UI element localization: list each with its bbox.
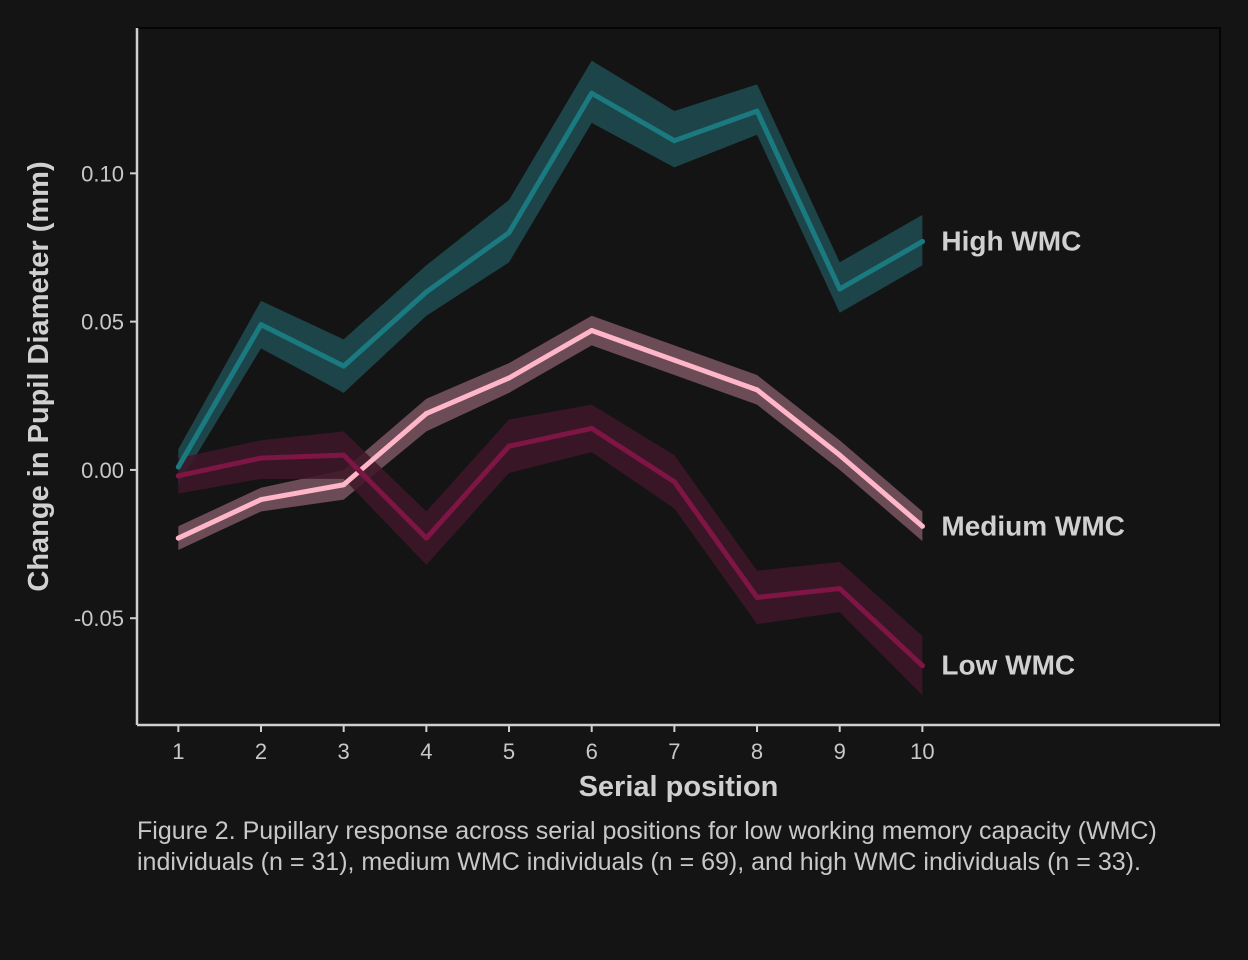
low-wmc-point [671, 479, 677, 485]
medium-wmc-point [589, 328, 595, 334]
high-wmc-band [178, 60, 923, 485]
high-wmc-point [423, 289, 429, 295]
medium-wmc-label: Medium WMC [941, 510, 1125, 541]
high-wmc-point [671, 138, 677, 144]
low-wmc-point [258, 455, 264, 461]
low-wmc-line [175, 425, 925, 669]
low-wmc-point [506, 443, 512, 449]
medium-wmc-line [175, 328, 925, 541]
medium-wmc-band [178, 315, 923, 551]
low-wmc-point [341, 452, 347, 458]
x-tick-label: 10 [910, 739, 934, 764]
x-axis-title: Serial position [579, 771, 779, 803]
low-wmc-point [589, 425, 595, 431]
medium-wmc-point [754, 387, 760, 393]
medium-wmc-point [837, 452, 843, 458]
x-axis-ticks: 1 2 3 4 5 6 7 8 9 10 [172, 725, 935, 764]
y-tick-label: 0.05 [81, 310, 124, 335]
figure-caption: Figure 2. Pupillary response across seri… [137, 817, 1157, 876]
series-lines [175, 90, 925, 669]
high-wmc-point [919, 239, 925, 245]
high-wmc-point [175, 464, 181, 470]
high-wmc-point [837, 286, 843, 292]
medium-wmc-point [671, 357, 677, 363]
x-tick-label: 2 [255, 739, 267, 764]
x-tick-label: 7 [668, 739, 680, 764]
low-wmc-point [175, 473, 181, 479]
y-tick-label: 0.10 [81, 161, 124, 186]
high-wmc-line [175, 90, 925, 470]
medium-wmc-point [175, 535, 181, 541]
x-tick-label: 9 [834, 739, 846, 764]
x-tick-label: 6 [586, 739, 598, 764]
x-tick-label: 5 [503, 739, 515, 764]
medium-wmc-point [258, 497, 264, 503]
medium-wmc-point [423, 411, 429, 417]
low-wmc-point [837, 586, 843, 592]
x-tick-label: 1 [172, 739, 184, 764]
low-wmc-label: Low WMC [941, 650, 1075, 681]
high-wmc-point [754, 108, 760, 114]
y-tick-label: 0.00 [81, 458, 124, 483]
high-wmc-label: High WMC [941, 226, 1081, 257]
high-wmc-point [589, 90, 595, 96]
x-tick-label: 4 [420, 739, 432, 764]
y-axis-ticks: -0.05 0.00 0.05 0.10 [74, 161, 137, 631]
low-wmc-point [754, 594, 760, 600]
x-tick-label: 3 [338, 739, 350, 764]
medium-wmc-point [506, 375, 512, 381]
series-labels: High WMC Medium WMC Low WMC [941, 226, 1125, 681]
high-wmc-point [341, 363, 347, 369]
high-wmc-point [258, 322, 264, 328]
low-wmc-point [423, 535, 429, 541]
medium-wmc-point [341, 482, 347, 488]
y-tick-label: -0.05 [74, 606, 124, 631]
medium-wmc-point [919, 523, 925, 529]
low-wmc-point [919, 663, 925, 669]
high-wmc-point [506, 230, 512, 236]
x-tick-label: 8 [751, 739, 763, 764]
y-axis-title: Change in Pupil Diameter (mm) [23, 161, 55, 591]
